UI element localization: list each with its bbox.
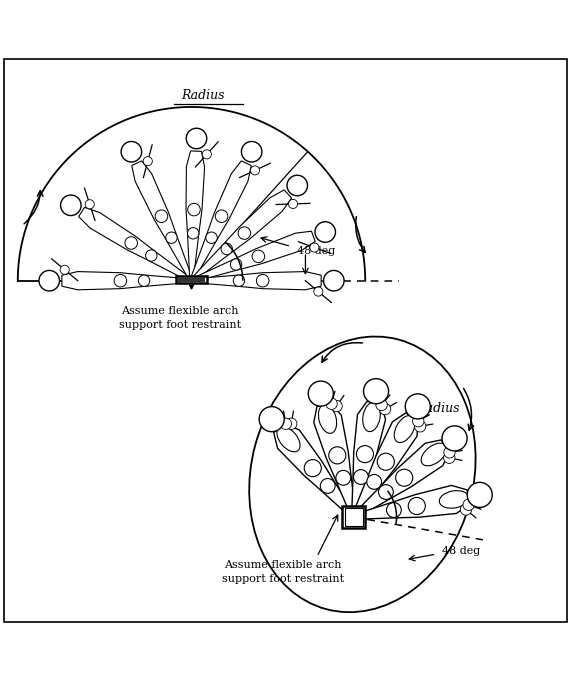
Circle shape <box>336 471 351 485</box>
Polygon shape <box>352 413 418 518</box>
Circle shape <box>252 250 264 263</box>
Circle shape <box>215 210 228 223</box>
Circle shape <box>242 142 262 162</box>
Polygon shape <box>191 232 315 283</box>
Circle shape <box>60 265 69 274</box>
Circle shape <box>310 243 319 252</box>
Circle shape <box>313 287 323 296</box>
Circle shape <box>146 250 157 262</box>
Polygon shape <box>274 424 356 518</box>
Polygon shape <box>186 151 204 281</box>
Circle shape <box>444 452 455 464</box>
Text: Radius: Radius <box>181 89 224 102</box>
Circle shape <box>251 165 260 175</box>
Ellipse shape <box>363 402 380 432</box>
Circle shape <box>467 482 492 507</box>
Circle shape <box>463 499 475 511</box>
Circle shape <box>121 142 142 162</box>
Circle shape <box>415 421 426 432</box>
Text: Assume flexible arch
support foot restraint: Assume flexible arch support foot restra… <box>222 560 344 584</box>
Circle shape <box>377 453 395 471</box>
Circle shape <box>85 200 94 209</box>
Circle shape <box>356 445 373 462</box>
Circle shape <box>186 128 207 148</box>
Text: Assume flexible arch
support foot restraint: Assume flexible arch support foot restra… <box>119 306 241 330</box>
Text: Radius: Radius <box>416 402 460 415</box>
Text: 48 deg: 48 deg <box>442 546 480 556</box>
Polygon shape <box>132 161 193 281</box>
Circle shape <box>364 379 389 404</box>
Circle shape <box>413 415 424 427</box>
Circle shape <box>187 227 199 239</box>
Circle shape <box>308 381 333 406</box>
Circle shape <box>280 418 291 430</box>
Circle shape <box>320 479 335 493</box>
Ellipse shape <box>319 405 337 433</box>
Circle shape <box>329 447 346 464</box>
Circle shape <box>444 447 455 458</box>
Circle shape <box>256 274 269 287</box>
Circle shape <box>353 470 368 484</box>
Circle shape <box>408 497 425 515</box>
Circle shape <box>315 222 336 242</box>
Circle shape <box>61 195 81 216</box>
Bar <box>343 506 365 528</box>
Polygon shape <box>190 190 292 282</box>
Circle shape <box>396 469 413 486</box>
Circle shape <box>39 270 59 291</box>
Circle shape <box>230 259 242 270</box>
Circle shape <box>138 275 150 287</box>
Circle shape <box>331 400 342 412</box>
Circle shape <box>221 243 232 255</box>
Polygon shape <box>190 161 251 281</box>
Circle shape <box>379 485 393 499</box>
Circle shape <box>143 157 152 165</box>
Ellipse shape <box>394 415 415 443</box>
Ellipse shape <box>421 443 447 466</box>
Circle shape <box>155 210 168 223</box>
Circle shape <box>326 398 337 409</box>
Ellipse shape <box>439 490 469 508</box>
Polygon shape <box>79 207 192 282</box>
Circle shape <box>376 399 387 411</box>
Circle shape <box>166 232 177 243</box>
Bar <box>178 276 205 282</box>
Circle shape <box>114 274 127 287</box>
Polygon shape <box>352 440 450 519</box>
Polygon shape <box>353 486 469 520</box>
Polygon shape <box>352 401 385 518</box>
Circle shape <box>324 270 344 291</box>
Circle shape <box>233 275 244 287</box>
Circle shape <box>206 232 217 243</box>
Circle shape <box>387 503 401 518</box>
Circle shape <box>288 200 297 208</box>
Circle shape <box>405 394 431 419</box>
Circle shape <box>442 426 467 451</box>
Polygon shape <box>191 272 321 290</box>
Circle shape <box>188 204 200 216</box>
Circle shape <box>259 407 284 432</box>
Polygon shape <box>62 272 191 290</box>
Circle shape <box>379 403 391 415</box>
Polygon shape <box>314 403 356 518</box>
Circle shape <box>367 475 381 489</box>
Circle shape <box>460 504 472 516</box>
Bar <box>176 276 207 283</box>
Circle shape <box>304 460 321 477</box>
Text: 48 deg: 48 deg <box>297 246 335 256</box>
Circle shape <box>238 227 251 239</box>
Circle shape <box>286 418 297 430</box>
Circle shape <box>202 150 211 159</box>
Circle shape <box>125 237 138 249</box>
Ellipse shape <box>277 426 300 452</box>
Bar <box>345 508 363 526</box>
Circle shape <box>287 175 308 195</box>
